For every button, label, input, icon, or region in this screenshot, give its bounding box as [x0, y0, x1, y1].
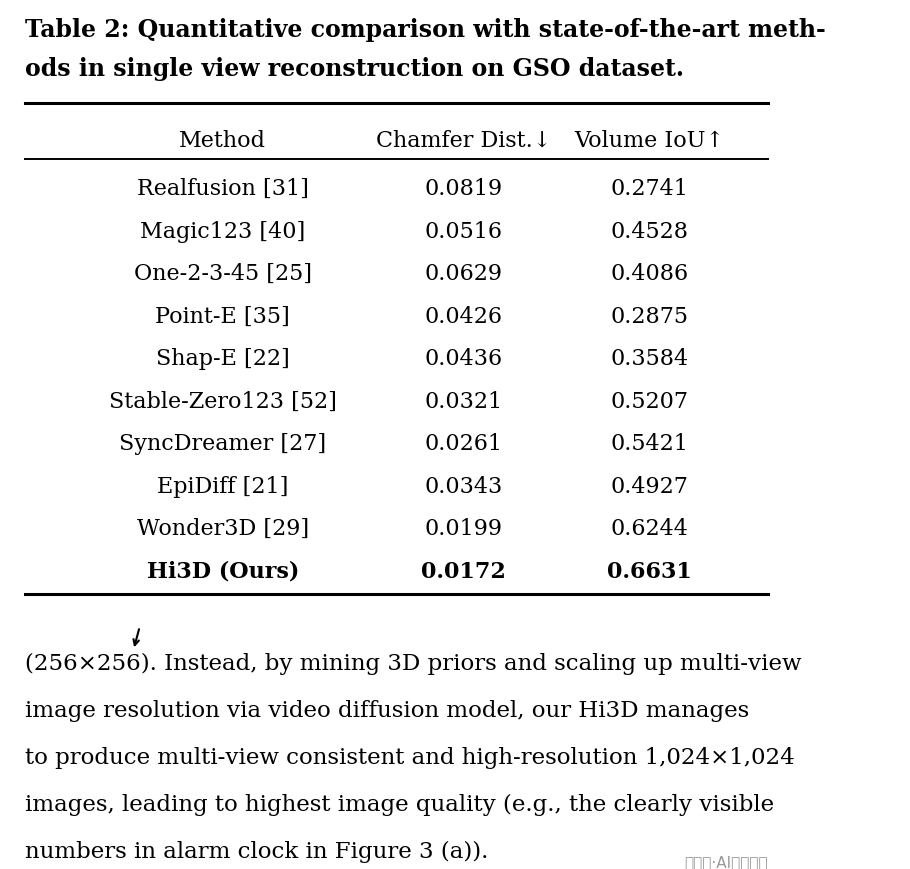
Text: 0.6244: 0.6244 [611, 518, 689, 540]
Text: images, leading to highest image quality (e.g., the clearly visible: images, leading to highest image quality… [25, 793, 774, 815]
Text: 0.0321: 0.0321 [425, 390, 503, 412]
Text: 0.5421: 0.5421 [611, 433, 689, 454]
Text: Table 2: Quantitative comparison with state-of-the-art meth-: Table 2: Quantitative comparison with st… [25, 18, 826, 43]
Text: 0.5207: 0.5207 [611, 390, 689, 412]
Text: Chamfer Dist.↓: Chamfer Dist.↓ [376, 129, 551, 151]
Text: 0.0819: 0.0819 [425, 178, 503, 200]
Text: SyncDreamer [27]: SyncDreamer [27] [119, 433, 327, 454]
Text: 0.4927: 0.4927 [611, 475, 689, 497]
Text: 0.0436: 0.0436 [425, 348, 503, 369]
Text: Method: Method [179, 129, 267, 151]
Text: 0.2875: 0.2875 [611, 305, 689, 328]
Text: Hi3D (Ours): Hi3D (Ours) [147, 560, 298, 582]
Text: 0.0261: 0.0261 [425, 433, 503, 454]
Text: 公众号·AI生成未来: 公众号·AI生成未来 [684, 854, 768, 869]
Text: Volume IoU↑: Volume IoU↑ [574, 129, 724, 151]
Text: 0.0343: 0.0343 [425, 475, 503, 497]
Text: 0.0199: 0.0199 [425, 518, 503, 540]
Text: numbers in alarm clock in Figure 3 (a)).: numbers in alarm clock in Figure 3 (a)). [25, 840, 489, 863]
Text: 0.2741: 0.2741 [611, 178, 689, 200]
Text: 0.4528: 0.4528 [611, 221, 689, 242]
Text: Realfusion [31]: Realfusion [31] [136, 178, 308, 200]
Text: 0.0426: 0.0426 [425, 305, 503, 328]
Text: Wonder3D [29]: Wonder3D [29] [136, 518, 308, 540]
Text: Point-E [35]: Point-E [35] [156, 305, 290, 328]
Text: (256×256). Instead, by mining 3D priors and scaling up multi-view: (256×256). Instead, by mining 3D priors … [25, 652, 802, 673]
Text: Shap-E [22]: Shap-E [22] [156, 348, 289, 369]
Text: Stable-Zero123 [52]: Stable-Zero123 [52] [109, 390, 337, 412]
Text: 0.4086: 0.4086 [611, 262, 689, 285]
Text: 0.3584: 0.3584 [611, 348, 689, 369]
Text: One-2-3-45 [25]: One-2-3-45 [25] [134, 262, 312, 285]
Text: 0.0629: 0.0629 [425, 262, 503, 285]
Text: to produce multi-view consistent and high-resolution 1,024×1,024: to produce multi-view consistent and hig… [25, 746, 794, 768]
Text: 0.6631: 0.6631 [607, 560, 693, 582]
Text: ods in single view reconstruction on GSO dataset.: ods in single view reconstruction on GSO… [25, 56, 684, 81]
Text: EpiDiff [21]: EpiDiff [21] [157, 475, 288, 497]
Text: 0.0172: 0.0172 [421, 560, 506, 582]
Text: image resolution via video diffusion model, our Hi3D manages: image resolution via video diffusion mod… [25, 699, 749, 721]
Text: Magic123 [40]: Magic123 [40] [140, 221, 306, 242]
Text: 0.0516: 0.0516 [425, 221, 503, 242]
